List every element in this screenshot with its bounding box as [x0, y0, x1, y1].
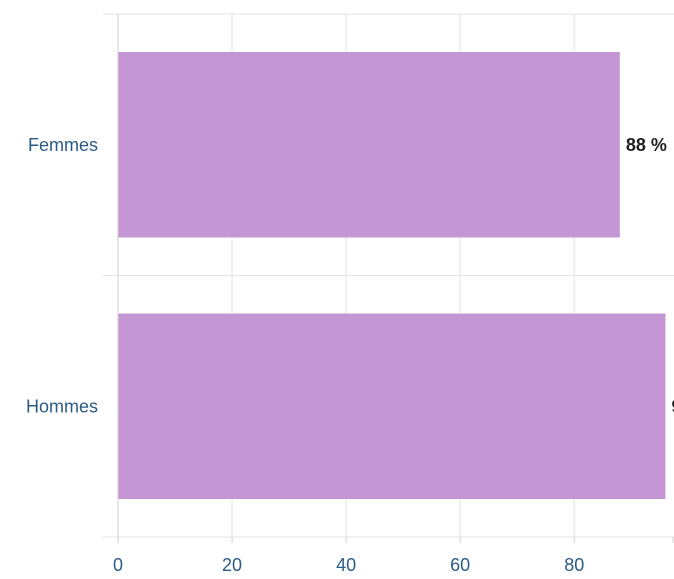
labels-layer: Femmes 88 % Hommes 9 — [26, 135, 674, 417]
x-tick-label: 80 — [564, 555, 584, 575]
bar-femmes — [118, 52, 620, 238]
data-label: 9 — [671, 396, 674, 416]
data-label: 88 % — [626, 135, 667, 155]
x-tick-label: 20 — [222, 555, 242, 575]
x-tick-label: 0 — [113, 555, 123, 575]
category-label: Hommes — [26, 396, 98, 416]
bars-layer — [118, 52, 666, 499]
x-tick-label: 40 — [336, 555, 356, 575]
x-tick-label: 60 — [450, 555, 470, 575]
category-label: Femmes — [28, 135, 98, 155]
axis-layer: 0 20 40 60 80 — [113, 14, 674, 575]
bar-hommes — [118, 313, 666, 499]
